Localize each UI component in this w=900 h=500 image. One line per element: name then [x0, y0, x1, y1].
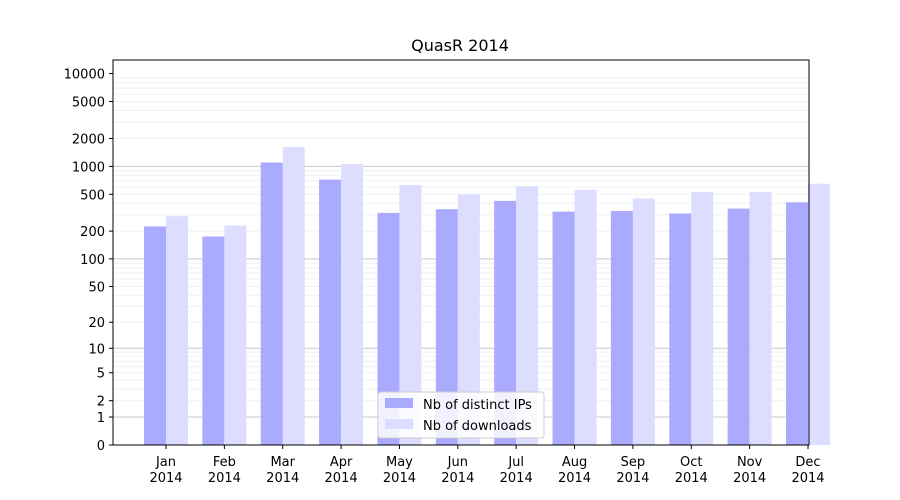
x-tick-label: Nov 2014: [733, 455, 766, 486]
x-tick-label: Jan 2014: [149, 455, 182, 486]
y-tick-label: 500: [80, 188, 105, 203]
y-tick-label: 10: [88, 342, 105, 357]
y-tick-label: 5: [97, 367, 105, 382]
y-tick-label: 1: [97, 411, 105, 426]
bar-downloads: [282, 146, 305, 445]
x-tick-label: Mar 2014: [266, 455, 299, 486]
x-tick-label: Aug 2014: [558, 455, 591, 486]
bar-distinct-ips: [202, 236, 225, 445]
bar-distinct-ips: [727, 208, 750, 445]
bar-downloads: [808, 183, 830, 445]
x-tick-label: Apr 2014: [325, 455, 358, 486]
bar-downloads: [166, 216, 188, 445]
bar-distinct-ips: [319, 179, 342, 445]
x-tick-label: Feb 2014: [208, 455, 241, 486]
y-tick-label: 50: [88, 280, 105, 295]
bar-downloads: [516, 186, 539, 445]
bar-distinct-ips: [144, 226, 166, 445]
bar-distinct-ips: [669, 213, 692, 445]
y-tick-label: 2: [97, 395, 105, 410]
bar-downloads: [457, 194, 480, 445]
y-tick-label: 0: [97, 439, 105, 454]
legend-swatch-downloads: [385, 419, 413, 429]
y-tick-label: 2000: [72, 132, 105, 147]
bar-downloads: [341, 164, 364, 445]
x-tick-label: Sep 2014: [616, 455, 649, 486]
x-axis: Jan 2014 Feb 2014 Mar 2014 Apr 2014 May 2014 Jun 20…: [149, 445, 825, 486]
y-tick-label: 5000: [72, 96, 105, 111]
x-tick-label: Jul 2014: [500, 455, 533, 486]
bar-downloads: [399, 184, 422, 445]
y-tick-label: 20: [88, 316, 105, 331]
y-tick-label: 200: [80, 225, 105, 240]
bar-downloads: [224, 225, 247, 445]
bar-distinct-ips: [494, 200, 517, 445]
legend-swatch-distinct-ips: [385, 398, 413, 408]
x-tick-label: Jun 2014: [441, 455, 474, 486]
y-tick-label: 1000: [72, 160, 105, 175]
bar-distinct-ips: [610, 211, 633, 445]
y-axis: 0 12 5 10 20 50 100 200 500 1000 2000 5000 10000: [64, 68, 113, 454]
legend-label: Nb of distinct IPs: [423, 398, 532, 413]
bar-downloads: [574, 189, 597, 445]
bar-downloads: [632, 198, 655, 445]
x-tick-label: May 2014: [383, 455, 416, 486]
y-tick-label: 100: [80, 253, 105, 268]
bar-distinct-ips: [435, 209, 458, 445]
bar-distinct-ips: [377, 212, 400, 445]
chart-title: QuasR 2014: [411, 36, 509, 55]
bar-downloads: [749, 191, 772, 445]
bars: [144, 146, 830, 445]
plot-frame: [112, 59, 810, 446]
x-tick-label: Dec 2014: [791, 455, 824, 486]
bar-distinct-ips: [552, 211, 575, 445]
legend-label: Nb of downloads: [423, 419, 532, 434]
bar-downloads: [691, 191, 714, 445]
bar-distinct-ips: [260, 162, 283, 445]
legend-box: [377, 391, 545, 439]
x-tick-label: Oct 2014: [675, 455, 708, 486]
y-tick-label: 10000: [64, 68, 105, 83]
legend: Nb of distinct IPs Nb of downloads: [377, 391, 545, 439]
bar-distinct-ips: [786, 202, 808, 445]
